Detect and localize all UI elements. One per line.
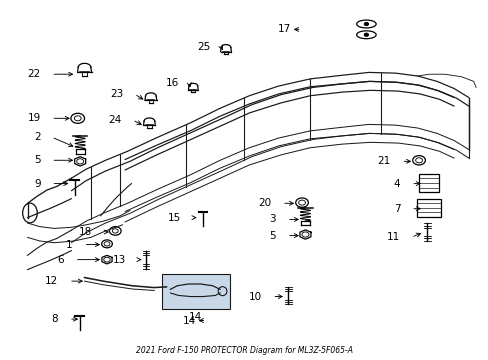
Text: 2021 Ford F-150 PROTECTOR Diagram for ML3Z-5F065-A: 2021 Ford F-150 PROTECTOR Diagram for ML…: [136, 346, 352, 355]
Text: 8: 8: [52, 314, 58, 324]
Text: 24: 24: [108, 115, 122, 125]
Text: 5: 5: [34, 155, 41, 165]
Text: 10: 10: [248, 292, 261, 302]
Text: 5: 5: [269, 231, 276, 240]
Text: 4: 4: [393, 179, 400, 189]
Circle shape: [364, 33, 367, 36]
Text: 18: 18: [79, 227, 92, 237]
Text: 3: 3: [269, 215, 276, 224]
Text: 22: 22: [27, 69, 41, 79]
Text: 1: 1: [66, 239, 73, 249]
Circle shape: [364, 23, 367, 26]
Text: 16: 16: [165, 78, 178, 88]
Text: 19: 19: [27, 113, 41, 123]
Text: 9: 9: [34, 179, 41, 189]
Text: 15: 15: [167, 213, 181, 222]
Text: 21: 21: [377, 156, 390, 166]
Text: 6: 6: [58, 255, 64, 265]
Text: 23: 23: [110, 89, 123, 99]
Text: 14: 14: [189, 312, 202, 322]
Text: 17: 17: [277, 24, 290, 35]
Text: 25: 25: [197, 42, 210, 51]
Text: 20: 20: [258, 198, 271, 208]
Text: 2: 2: [34, 132, 41, 142]
Text: 7: 7: [393, 204, 400, 214]
Bar: [418, 174, 438, 192]
Text: 13: 13: [113, 255, 126, 265]
Text: 12: 12: [45, 276, 58, 286]
Text: 11: 11: [386, 232, 400, 242]
Text: 14: 14: [182, 316, 195, 325]
FancyBboxPatch shape: [161, 274, 229, 309]
Bar: [416, 199, 440, 217]
